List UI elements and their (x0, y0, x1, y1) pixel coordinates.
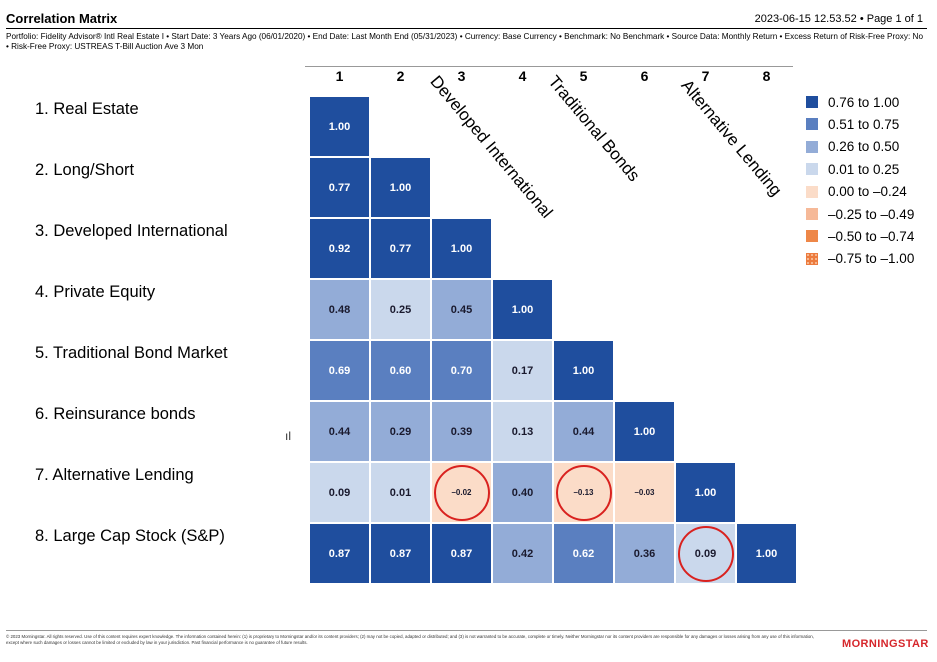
matrix-cell: 1.00 (676, 463, 735, 522)
row-label-5: 5. Traditional Bond Market (35, 344, 228, 362)
matrix-cell: 0.44 (554, 402, 613, 461)
matrix-cell: 0.62 (554, 524, 613, 583)
legend-swatch (806, 96, 818, 108)
matrix-cell: 1.00 (554, 341, 613, 400)
highlight-circle (433, 464, 490, 521)
matrix-cell: 0.39 (432, 402, 491, 461)
legend-label: 0.26 to 0.50 (828, 139, 900, 155)
row-label-3: 3. Developed International (35, 222, 228, 240)
legend-swatch (806, 163, 818, 176)
legend-label: –0.50 to –0.74 (828, 228, 915, 244)
legend-item: 0.01 to 0.25 (806, 159, 899, 179)
matrix-cell: 0.87 (432, 524, 491, 583)
legend-swatch (806, 230, 818, 243)
matrix-cell: 0.60 (371, 341, 430, 400)
legend-swatch (806, 185, 818, 198)
legend-label: 0.01 to 0.25 (828, 161, 900, 177)
row-label-2: 2. Long/Short (35, 161, 135, 179)
column-header-6: 6 (640, 68, 649, 84)
matrix-cell: 0.87 (371, 524, 430, 583)
matrix-cell: 0.17 (493, 341, 552, 400)
timestamp: 2023-06-15 12.53.52 • Page 1 of 1 (754, 13, 923, 25)
legend-item: 0.00 to –0.24 (806, 182, 907, 202)
legend-item: –0.25 to –0.49 (806, 204, 914, 224)
legend-item: 0.51 to 0.75 (806, 114, 899, 134)
matrix-cell: 0.13 (493, 402, 552, 461)
matrix-cell: 1.00 (432, 219, 491, 278)
matrix-cell: –0.03 (615, 463, 674, 522)
matrix-cell: 1.00 (310, 97, 369, 156)
footer-divider (6, 630, 927, 631)
column-header-1: 1 (335, 68, 344, 84)
column-header-8: 8 (762, 68, 771, 84)
row-label-1: 1. Real Estate (35, 100, 139, 118)
legend-label: –0.75 to –1.00 (828, 251, 915, 267)
row-label-4: 4. Private Equity (35, 283, 156, 301)
legend-item: –0.75 to –1.00 (806, 249, 914, 269)
legend-label: 0.76 to 1.00 (828, 94, 900, 110)
matrix-cell: 0.77 (310, 158, 369, 217)
footer-disclaimer: © 2023 Morningstar. All rights reserved.… (6, 634, 814, 645)
report-subtitle: Portfolio: Fidelity Advisor® Intl Real E… (6, 32, 923, 51)
legend-item: 0.26 to 0.50 (806, 137, 899, 157)
matrix-cell: 0.69 (310, 341, 369, 400)
row-label-8: 8. Large Cap Stock (S&P) (35, 527, 225, 545)
header-divider (6, 28, 927, 29)
legend-swatch (806, 208, 818, 220)
matrix-cell: 0.25 (371, 280, 430, 339)
column-header-3: 3 (457, 68, 466, 84)
matrix-cell: 0.77 (371, 219, 430, 278)
column-header-divider (305, 66, 793, 67)
matrix-cell: 0.45 (432, 280, 491, 339)
row-label-6: 6. Reinsurance bonds (35, 405, 196, 423)
column-header-4: 4 (518, 68, 527, 84)
column-header-7: 7 (701, 68, 710, 84)
matrix-cell: 1.00 (615, 402, 674, 461)
matrix-cell: 0.36 (615, 524, 674, 583)
column-header-2: 2 (396, 68, 405, 84)
matrix-cell: 0.92 (310, 219, 369, 278)
matrix-cell: 0.09 (310, 463, 369, 522)
matrix-cell: 0.40 (493, 463, 552, 522)
legend-label: –0.25 to –0.49 (828, 206, 915, 222)
matrix-cell: 0.87 (310, 524, 369, 583)
matrix-cell: 0.29 (371, 402, 430, 461)
matrix-cell: 1.00 (371, 158, 430, 217)
highlight-circle (555, 464, 612, 521)
highlight-circle (677, 525, 734, 582)
column-annotation: Developed International (426, 72, 557, 222)
legend-label: 0.51 to 0.75 (828, 116, 900, 132)
matrix-cell: 0.44 (310, 402, 369, 461)
legend-swatch (806, 252, 818, 265)
matrix-cell: 1.00 (737, 524, 796, 583)
legend-swatch (806, 140, 818, 153)
brand-logo: MORNINGSTAR (842, 638, 929, 650)
legend-label: 0.00 to –0.24 (828, 184, 907, 200)
legend-item: 0.76 to 1.00 (806, 92, 899, 112)
column-annotation: Traditional Bonds (544, 72, 644, 186)
row-label-7: 7. Alternative Lending (35, 466, 194, 484)
column-annotation: Alternative Lending (677, 76, 786, 200)
page-title: Correlation Matrix (6, 11, 118, 26)
matrix-cell: 0.48 (310, 280, 369, 339)
matrix-cell: 0.01 (371, 463, 430, 522)
stray-mark: ıl (285, 429, 291, 443)
legend-item: –0.50 to –0.74 (806, 226, 914, 246)
matrix-cell: 0.70 (432, 341, 491, 400)
column-header-5: 5 (579, 68, 588, 84)
legend-swatch (806, 118, 818, 131)
matrix-cell: 0.42 (493, 524, 552, 583)
matrix-cell: 1.00 (493, 280, 552, 339)
